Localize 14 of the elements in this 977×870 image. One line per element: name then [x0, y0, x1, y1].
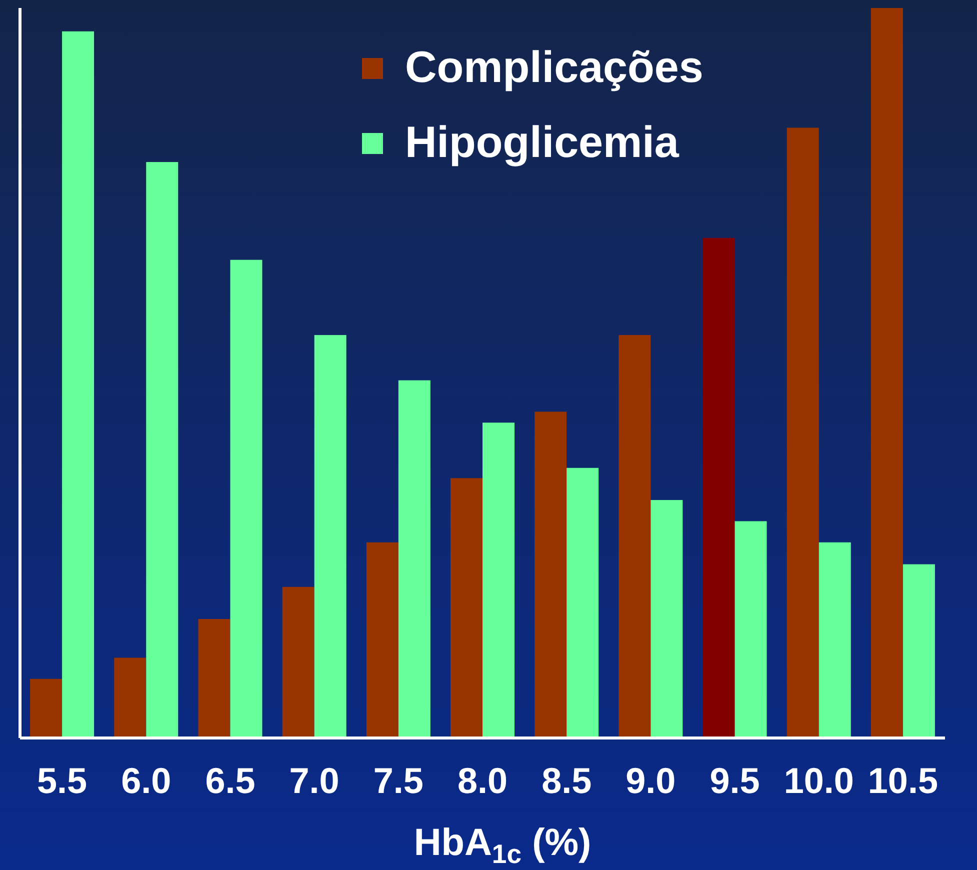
x-axis-title: HbA$_{1c}$ (%)	[414, 822, 592, 869]
legend-label: Hipoglicemia	[405, 118, 680, 167]
x-tick-label: 5.5	[37, 760, 88, 801]
x-tick-label: 7.5	[373, 760, 424, 801]
x-tick-label: 10.0	[784, 760, 854, 801]
x-tick-label: 10.5	[868, 760, 938, 801]
legend-label: Complicações	[405, 43, 704, 92]
x-tick-label: 6.0	[121, 760, 172, 801]
x-tick-label: 9.0	[626, 760, 676, 801]
x-tick-label: 8.5	[542, 760, 592, 801]
x-tick-label: 7.0	[289, 760, 340, 801]
x-tick-label: 8.0	[457, 760, 508, 801]
x-tick-label: 9.5	[710, 760, 760, 801]
x-tick-label: 6.5	[205, 760, 256, 801]
